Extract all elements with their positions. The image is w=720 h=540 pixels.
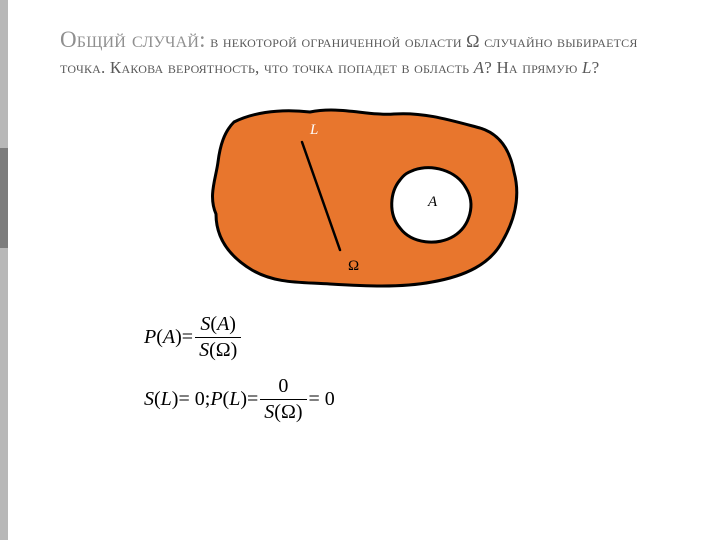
f1-rpar: ) — [175, 326, 182, 349]
heading-omega: Ω — [466, 31, 480, 51]
f2-eq0end: = 0 — [309, 388, 335, 411]
f1-P: P — [144, 326, 156, 349]
heading-part3: ? На прямую — [484, 58, 582, 77]
formulas: P(A) = S(A) S(Ω) S(L) = 0; P(L) = 0 S(Ω) — [144, 316, 660, 422]
figure: L Ω A — [180, 98, 540, 298]
f1-num: S(A) — [196, 313, 240, 336]
f1-bar — [195, 337, 241, 338]
f1-eq: = — [182, 326, 193, 349]
f2-frac: 0 S(Ω) — [260, 375, 306, 424]
f2-S: S — [144, 388, 154, 411]
label-l: L — [310, 122, 318, 139]
heading-A: A — [474, 58, 485, 77]
f1-A: A — [163, 326, 175, 349]
formula-p-a: P(A) = S(A) S(Ω) — [144, 316, 660, 360]
f2-num: 0 — [274, 375, 292, 398]
f1-lpar: ( — [156, 326, 163, 349]
slide-heading: Общий случай: в некоторой ограниченной о… — [60, 24, 660, 80]
sidebar-decoration-dark — [0, 148, 8, 248]
label-omega: Ω — [348, 258, 359, 275]
f1-frac: S(A) S(Ω) — [195, 313, 241, 362]
heading-lead: Общий случай: — [60, 27, 206, 52]
sidebar-decoration — [0, 0, 8, 540]
heading-part4: ? — [592, 58, 600, 77]
f2-bar — [260, 399, 306, 400]
slide: Общий случай: в некоторой ограниченной о… — [0, 0, 720, 540]
heading-L: L — [582, 58, 592, 77]
heading-part1: в некоторой ограниченной области — [206, 32, 466, 51]
label-a: A — [428, 194, 437, 211]
figure-svg — [180, 98, 540, 298]
f2-den: S(Ω) — [260, 401, 306, 424]
f1-den: S(Ω) — [195, 339, 241, 362]
formula-p-l: S(L) = 0; P(L) = 0 S(Ω) = 0 — [144, 378, 660, 422]
